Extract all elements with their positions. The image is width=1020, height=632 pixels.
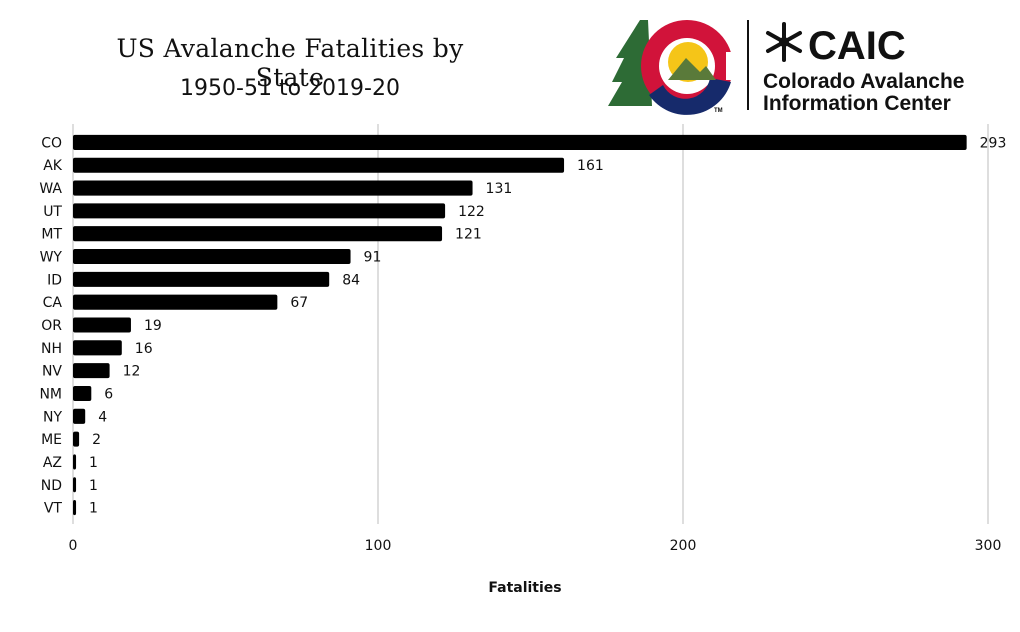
bar (73, 271, 330, 287)
value-label: 12 (123, 364, 141, 380)
category-label: WY (40, 250, 63, 266)
chart-title: US Avalanche Fatalities by State (116, 34, 464, 92)
value-label: 121 (455, 227, 482, 243)
category-label: VT (44, 501, 63, 517)
category-label: AK (43, 158, 63, 174)
category-label: NY (43, 409, 62, 425)
bar (73, 157, 565, 173)
category-label: WA (39, 181, 62, 197)
bar (73, 385, 92, 402)
category-label: NV (42, 364, 62, 380)
value-label: 2 (92, 432, 101, 448)
value-label: 6 (104, 386, 113, 402)
value-label: 4 (98, 409, 107, 425)
bars (73, 134, 967, 516)
chart-subtitle: 1950-51 to 2019-20 (180, 76, 400, 101)
category-label: ME (41, 432, 62, 448)
category-label: NH (41, 341, 62, 357)
x-tick-labels: 0 100 200 300 (69, 538, 1002, 554)
category-label: ND (41, 478, 62, 494)
category-label: NM (39, 386, 62, 402)
value-label: 161 (577, 158, 604, 174)
category-labels: CO AK WA UT MT WY ID CA OR NH NV NM NY ME AZ ND VT (39, 135, 62, 516)
value-label: 1 (89, 455, 98, 471)
bar (73, 134, 967, 150)
bar (73, 203, 446, 219)
value-label: 84 (342, 272, 360, 288)
bar (73, 226, 443, 242)
bar (73, 477, 77, 493)
value-label: 131 (486, 181, 513, 197)
bar (73, 180, 473, 196)
value-label: 293 (980, 135, 1007, 151)
bar (73, 294, 278, 310)
bar (73, 408, 86, 424)
value-label: 91 (364, 250, 382, 266)
value-label: 1 (89, 478, 98, 494)
category-label: OR (41, 318, 62, 334)
value-label: 1 (89, 501, 98, 517)
bar (73, 363, 110, 379)
value-label: 67 (290, 295, 308, 311)
bar (73, 454, 77, 470)
value-label: 19 (144, 318, 162, 334)
bar (73, 248, 351, 265)
category-label: CA (43, 295, 63, 311)
bar (73, 340, 122, 356)
bar (73, 317, 131, 333)
value-label: 122 (458, 204, 485, 220)
x-tick-label: 0 (69, 538, 78, 554)
category-label: ID (47, 272, 62, 288)
x-tick-label: 200 (670, 538, 697, 554)
category-label: CO (41, 135, 62, 151)
bar (73, 431, 80, 447)
x-tick-label: 300 (975, 538, 1002, 554)
category-label: AZ (43, 455, 62, 471)
value-label: 16 (135, 341, 153, 357)
bar (73, 500, 77, 516)
category-label: UT (43, 204, 62, 220)
x-axis-label: Fatalities (488, 580, 562, 596)
category-label: MT (41, 227, 62, 243)
x-tick-label: 100 (365, 538, 392, 554)
